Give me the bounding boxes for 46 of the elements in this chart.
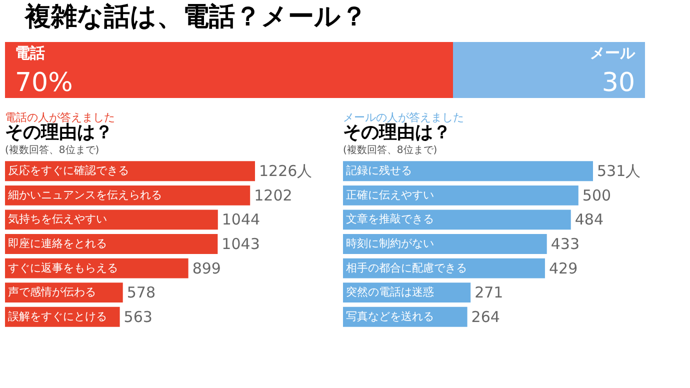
data-label: 1202 <box>254 186 292 204</box>
bar <box>343 161 593 182</box>
data-label: 271 <box>474 284 504 302</box>
y-tick-label: 細かいニュアンスを伝えられる <box>7 188 162 202</box>
data-label: 531人 <box>597 162 641 180</box>
bar <box>5 234 218 254</box>
data-label: 264 <box>471 308 500 326</box>
data-label: 484 <box>574 210 604 229</box>
data-label: 30 <box>602 68 635 98</box>
series-label: 電話 <box>15 44 45 62</box>
text: 電話の人が答えました <box>5 111 115 124</box>
data-label: 1226人 <box>259 162 312 180</box>
bar <box>343 210 571 230</box>
chart-title: その理由は？ <box>5 122 113 143</box>
data-label: 578 <box>126 284 156 302</box>
bar <box>5 185 250 206</box>
data-label: 500 <box>582 186 612 204</box>
data-label: 1043 <box>222 235 260 253</box>
y-tick-label: 突然の電話は迷惑 <box>346 286 434 299</box>
bar <box>5 161 255 182</box>
y-tick-label: 文章を推敲できる <box>346 212 434 226</box>
data-label: 433 <box>550 235 580 253</box>
data-label: 429 <box>548 259 578 278</box>
y-tick-label: 声で感情が伝わる <box>8 286 96 299</box>
data-label: 70% <box>15 68 73 98</box>
y-tick-label: 誤解をすぐにとける <box>8 310 107 323</box>
y-tick-label: 相手の都合に配慮できる <box>346 261 467 274</box>
data-label: 899 <box>192 259 221 278</box>
y-tick-label: 即座に連絡をとれる <box>8 237 107 250</box>
bar <box>343 185 578 206</box>
y-tick-label: 正確に伝えやすい <box>346 188 434 202</box>
y-tick-label: 反応をすぐに確認できる <box>8 164 129 178</box>
y-tick-label: 気持ちを伝えやすい <box>8 212 107 226</box>
chart-title: その理由は？ <box>343 122 451 143</box>
chart-title: 複雑な話は、電話？メール？ <box>24 2 367 32</box>
y-tick-label: 写真などを送れる <box>346 310 434 323</box>
data-label: 1044 <box>222 210 260 229</box>
y-tick-label: すぐに返事をもらえる <box>8 261 118 274</box>
chart-subtitle: (複数回答、8位まで) <box>343 144 438 156</box>
text: メールの人が答えました <box>343 111 464 124</box>
bar <box>343 234 547 254</box>
series-label: メール <box>590 44 636 62</box>
chart-subtitle: (複数回答、8位まで) <box>5 144 100 156</box>
y-tick-label: 時刻に制約がない <box>346 237 434 250</box>
data-label: 563 <box>124 308 152 326</box>
y-tick-label: 記録に残せる <box>346 164 412 178</box>
